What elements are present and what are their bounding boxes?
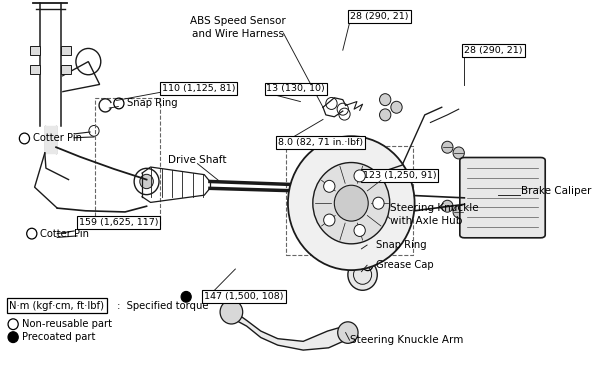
Text: Brake Caliper: Brake Caliper <box>521 186 591 196</box>
Ellipse shape <box>140 174 154 189</box>
Ellipse shape <box>338 322 358 343</box>
Ellipse shape <box>181 291 191 302</box>
Ellipse shape <box>220 300 243 324</box>
Text: N·m (kgf·cm, ft·lbf): N·m (kgf·cm, ft·lbf) <box>9 301 104 311</box>
Ellipse shape <box>442 141 453 153</box>
Text: 110 (1,125, 81): 110 (1,125, 81) <box>162 84 235 93</box>
Ellipse shape <box>380 109 391 121</box>
Text: Drive Shaft: Drive Shaft <box>168 155 227 165</box>
Text: :  Specified torque: : Specified torque <box>114 301 208 311</box>
FancyBboxPatch shape <box>61 65 71 74</box>
Ellipse shape <box>288 136 415 270</box>
Ellipse shape <box>354 225 365 236</box>
Text: 28 (290, 21): 28 (290, 21) <box>464 46 523 55</box>
Text: Non-reusable part: Non-reusable part <box>22 319 112 329</box>
Ellipse shape <box>323 214 335 226</box>
Ellipse shape <box>453 206 464 218</box>
Ellipse shape <box>442 200 453 212</box>
Text: Grease Cap: Grease Cap <box>376 260 434 270</box>
Text: Cotter Pin: Cotter Pin <box>33 133 82 144</box>
Ellipse shape <box>527 213 543 230</box>
FancyBboxPatch shape <box>61 45 71 55</box>
Ellipse shape <box>334 185 368 221</box>
FancyBboxPatch shape <box>30 45 40 55</box>
Text: 147 (1,500, 108): 147 (1,500, 108) <box>204 292 284 301</box>
Text: Steering Knuckle
with Axle Hub: Steering Knuckle with Axle Hub <box>390 203 478 226</box>
Ellipse shape <box>323 180 335 192</box>
Text: 123 (1,250, 91): 123 (1,250, 91) <box>362 171 436 180</box>
Text: 28 (290, 21): 28 (290, 21) <box>350 12 409 21</box>
Ellipse shape <box>373 197 384 209</box>
Text: Steering Knuckle Arm: Steering Knuckle Arm <box>350 335 464 345</box>
FancyBboxPatch shape <box>30 65 40 74</box>
Ellipse shape <box>8 332 18 343</box>
Ellipse shape <box>354 170 365 182</box>
Ellipse shape <box>348 259 377 290</box>
Text: Snap Ring: Snap Ring <box>127 99 178 108</box>
Ellipse shape <box>391 101 402 113</box>
Text: ABS Speed Sensor
and Wire Harness: ABS Speed Sensor and Wire Harness <box>190 16 286 39</box>
Polygon shape <box>227 311 351 350</box>
Text: Precoated part: Precoated part <box>22 332 95 342</box>
Text: Cotter Pin: Cotter Pin <box>40 229 89 239</box>
FancyBboxPatch shape <box>460 157 545 238</box>
Text: 159 (1,625, 117): 159 (1,625, 117) <box>79 218 158 227</box>
Ellipse shape <box>462 167 478 184</box>
Ellipse shape <box>453 147 464 159</box>
Text: 13 (130, 10): 13 (130, 10) <box>266 84 325 94</box>
Text: 8.0 (82, 71 in.·lbf): 8.0 (82, 71 in.·lbf) <box>278 138 363 147</box>
Text: Snap Ring: Snap Ring <box>376 240 427 250</box>
Ellipse shape <box>313 162 390 244</box>
Ellipse shape <box>527 167 543 184</box>
Ellipse shape <box>462 213 478 230</box>
Ellipse shape <box>380 94 391 106</box>
